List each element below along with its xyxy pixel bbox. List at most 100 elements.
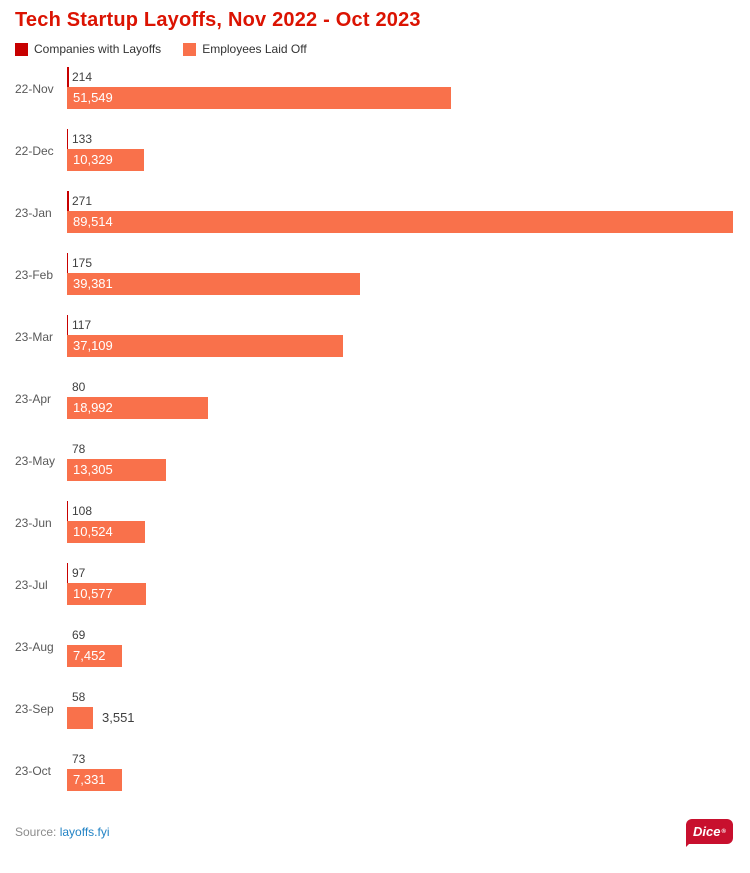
row-plot: 117 37,109 [67,315,733,357]
companies-line: 175 [67,253,733,273]
companies-value-label: 97 [72,566,86,580]
chart-row: 23-Sep 58 3,551 [15,687,733,729]
employees-line: 7,331 [67,769,733,791]
employees-line: 10,577 [67,583,733,605]
companies-value-label: 78 [72,442,86,456]
employees-line: 10,524 [67,521,733,543]
companies-value-label: 117 [72,318,92,332]
row-plot: 80 18,992 [67,377,733,419]
row-plot: 97 10,577 [67,563,733,605]
employees-bar [67,149,144,171]
chart-row: 23-Jan 271 89,514 [15,191,733,233]
employees-line: 37,109 [67,335,733,357]
employees-bar [67,583,146,605]
category-label: 23-Jun [15,516,52,530]
companies-line: 58 [67,687,733,707]
chart-row: 23-Feb 175 39,381 [15,253,733,295]
category-label: 23-Aug [15,640,54,654]
companies-value-label: 69 [72,628,86,642]
companies-bar [67,315,68,335]
employees-value-label: 3,551 [102,710,135,725]
category-label: 23-May [15,454,56,468]
employees-value-label: 13,305 [73,462,113,477]
companies-line: 214 [67,67,733,87]
companies-line: 80 [67,377,733,397]
source-link[interactable]: layoffs.fyi [59,824,110,839]
companies-value-label: 108 [72,504,93,518]
employees-line: 89,514 [67,211,733,233]
companies-bar [67,67,69,87]
employees-value-label: 7,331 [73,772,106,787]
employees-value-label: 10,329 [73,152,113,167]
companies-value-label: 58 [72,690,86,704]
companies-value-label: 73 [72,752,86,766]
employees-line: 13,305 [67,459,733,481]
companies-line: 108 [67,501,733,521]
companies-value-label: 175 [72,256,93,270]
registered-mark: ® [721,828,726,835]
employees-value-label: 10,524 [73,524,113,539]
companies-bar [67,563,68,583]
chart-footer: Source: layoffs.fyi Dice ® [15,819,733,844]
companies-swatch-icon [15,42,28,56]
employees-line: 3,551 [67,707,733,729]
employees-line: 39,381 [67,273,733,295]
legend-label-employees: Employees Laid Off [202,42,307,56]
row-plot: 108 10,524 [67,501,733,543]
employees-bar [67,211,733,233]
companies-bar [67,253,69,273]
category-label: 23-Mar [15,330,54,344]
employees-line: 18,992 [67,397,733,419]
row-plot: 73 7,331 [67,749,733,791]
companies-value-label: 271 [72,194,93,208]
companies-line: 97 [67,563,733,583]
employees-bar [67,335,344,357]
employees-bar [67,273,360,295]
dice-logo[interactable]: Dice ® [686,819,733,844]
companies-line: 271 [67,191,733,211]
employees-bar [67,459,166,481]
chart-title: Tech Startup Layoffs, Nov 2022 - Oct 202… [15,9,421,31]
employees-line: 10,329 [67,149,733,171]
companies-line: 69 [67,625,733,645]
category-label: 23-Oct [15,764,52,778]
employees-value-label: 18,992 [73,400,113,415]
employees-bar [67,397,209,419]
row-plot: 133 10,329 [67,129,733,171]
companies-line: 117 [67,315,733,335]
employees-value-label: 51,549 [73,90,113,105]
chart-row: 23-May 78 13,305 [15,439,733,481]
row-plot: 78 13,305 [67,439,733,481]
category-label: 23-Jan [15,206,52,220]
employees-value-label: 39,381 [73,276,113,291]
row-plot: 214 51,549 [67,67,733,109]
companies-value-label: 214 [72,70,93,84]
employees-value-label: 7,452 [73,648,106,663]
companies-value-label: 133 [72,132,93,146]
companies-line: 133 [67,129,733,149]
companies-bar [67,501,68,521]
chart-row: 23-Oct 73 7,331 [15,749,733,791]
chart-row: 23-Jun 108 10,524 [15,501,733,543]
employees-bar [67,521,146,543]
legend: Companies with Layoffs Employees Laid Of… [15,42,733,56]
category-label: 22-Dec [15,144,54,158]
bar-chart: 22-Nov 214 51,549 22-Dec 133 10,329 [15,67,733,791]
chart-row: 22-Nov 214 51,549 [15,67,733,109]
employees-value-label: 10,577 [73,586,113,601]
chart-row: 23-Jul 97 10,577 [15,563,733,605]
category-label: 23-Apr [15,392,52,406]
companies-line: 78 [67,439,733,459]
source-label: Source: [15,824,57,839]
row-plot: 175 39,381 [67,253,733,295]
companies-value-label: 80 [72,380,86,394]
chart-row: 23-Aug 69 7,452 [15,625,733,667]
legend-item-employees: Employees Laid Off [183,42,307,56]
source-note: Source: layoffs.fyi [15,825,110,839]
legend-item-companies: Companies with Layoffs [15,42,161,56]
chart-row: 23-Mar 117 37,109 [15,315,733,357]
category-label: 22-Nov [15,82,54,96]
category-label: 23-Feb [15,268,54,282]
row-plot: 58 3,551 [67,687,733,729]
